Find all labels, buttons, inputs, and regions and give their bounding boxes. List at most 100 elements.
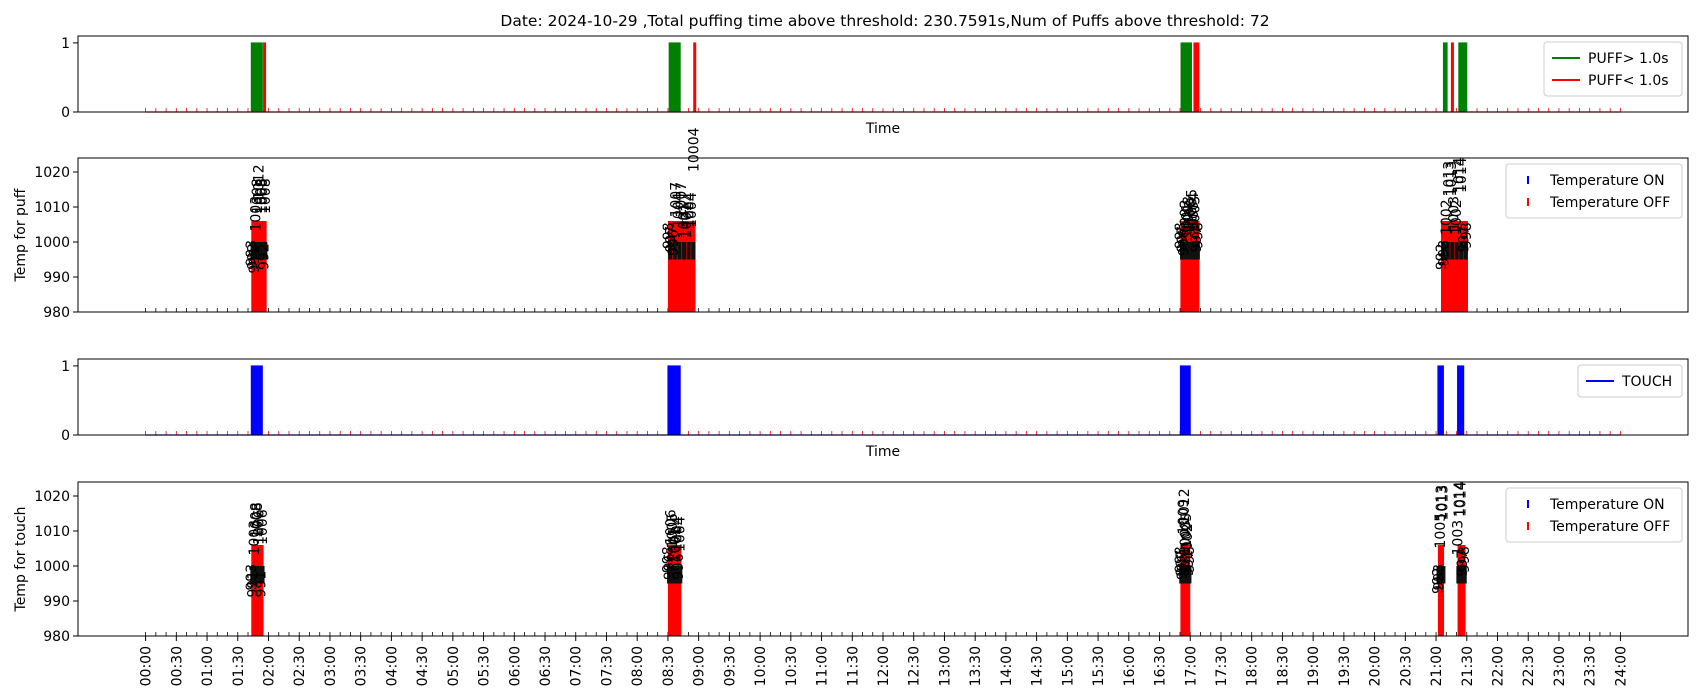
legend-label: PUFF< 1.0s (1588, 73, 1669, 89)
x-tick-label: 16:00 (1122, 646, 1138, 686)
axes-frame (77, 157, 1689, 313)
temperature-marker (250, 242, 255, 260)
temperature-value-label: 1007 (674, 182, 690, 218)
y-axis-label: Temp for puff (13, 188, 29, 282)
x-tick-label: 09:00 (692, 646, 708, 686)
y-axis: 980 990 1000 1010 1020 (34, 489, 78, 645)
temperature-marker (263, 242, 268, 260)
temperature-value-label: 991 (246, 571, 262, 598)
x-tick-label: 02:30 (292, 646, 308, 686)
temperature-off-fill (1437, 545, 1445, 636)
temperature-value-label: 1002 (1439, 199, 1455, 235)
temperature-marker (250, 566, 255, 584)
legend: Temperature ON Temperature OFF (1505, 487, 1683, 543)
temperature-marker (1189, 242, 1194, 260)
temperature-marker (672, 242, 677, 260)
x-tick-label: 11:30 (845, 646, 861, 686)
x-tick-label: 01:00 (200, 646, 216, 686)
x-tick-label: 15:30 (1091, 646, 1107, 686)
touch-pulse (1457, 365, 1465, 436)
puff-long-pulse (1442, 42, 1448, 113)
temperature-marker (1187, 566, 1192, 584)
temperature-marker (676, 566, 681, 584)
x-axis-label: Time (865, 444, 900, 460)
temperature-value-label: 1003 (249, 196, 265, 232)
temperature-value-label: 996 (1176, 229, 1192, 256)
temperature-value-label: 1005 (1179, 513, 1195, 549)
temperature-value-label: 1001 (676, 203, 692, 239)
legend: PUFF> 1.0s PUFF< 1.0s (1543, 41, 1683, 97)
temperature-value-label: 1004 (671, 192, 687, 228)
temperature-value-label: 1005 (665, 513, 681, 549)
x-tick-label: 08:30 (661, 646, 677, 686)
puff-short-pulse (693, 42, 697, 113)
temperature-value-label: 10004 (686, 127, 702, 172)
temperature-value-label: 1008 (249, 502, 265, 538)
x-tick-label: 06:00 (507, 646, 523, 686)
y-tick-label: 990 (43, 594, 70, 610)
puff-long-pulse (250, 42, 263, 113)
touch-pulse (250, 365, 263, 436)
temperature-value-label: 1006 (252, 509, 268, 545)
temperature-value-label: 1005 (1433, 513, 1449, 549)
temperature-marker (1441, 566, 1446, 584)
temperature-value-label: 1003 (247, 520, 263, 556)
temperature-value-label: 1014 (1451, 157, 1467, 193)
y-tick-label: 1020 (34, 165, 70, 181)
temperature-value-label: 1001 (668, 527, 684, 563)
x-tick-label: 07:30 (599, 646, 615, 686)
x-tick-label: 20:00 (1368, 646, 1384, 686)
temperature-value-label: 993 (1432, 564, 1448, 591)
x-tick-label: 11:00 (815, 646, 831, 686)
panel-temp_touch: 9939911003100810081006991100699899610061… (13, 481, 1689, 686)
x-tick-label: 08:00 (630, 646, 646, 686)
panel-temp_puff: 9939929911003100810121008100899210089989… (13, 127, 1689, 321)
x-tick-label: 01:30 (231, 646, 247, 686)
legend-label: PUFF> 1.0s (1588, 51, 1669, 67)
puff-long-pulse (1180, 42, 1192, 113)
y-axis-label: Temp for touch (13, 507, 29, 613)
x-tick-label: 20:30 (1398, 646, 1414, 686)
temperature-value-label: 998 (1191, 222, 1207, 249)
x-tick-label: 21:00 (1429, 646, 1445, 686)
legend-box (1505, 487, 1683, 543)
temperature-value-label: 1014 (1454, 481, 1470, 517)
temperature-value-label: 992 (246, 243, 262, 270)
x-tick-label: 05:00 (446, 646, 462, 686)
temperature-value-label: 998 (1173, 222, 1189, 249)
temperature-value-label: 1008 (255, 178, 271, 214)
temperature-value-label: 998 (661, 546, 677, 573)
x-tick-label: 17:30 (1214, 646, 1230, 686)
temperature-marker (252, 566, 257, 584)
temperature-marker (255, 242, 260, 260)
temperature-off-fill (1180, 545, 1191, 636)
temperature-marker (669, 566, 674, 584)
temperature-marker (256, 566, 261, 584)
legend-label: Temperature ON (1549, 497, 1665, 513)
temperature-value-label: 1001 (667, 527, 683, 563)
temperature-value-label: 1003 (1450, 520, 1466, 556)
temperature-value-label: 997 (1189, 226, 1205, 253)
x-minor-ticks (145, 308, 1621, 312)
x-tick-label: 05:30 (477, 646, 493, 686)
temperature-marker (253, 242, 258, 260)
legend-box (1505, 163, 1683, 219)
y-tick-label: 1000 (34, 559, 70, 575)
temperature-value-label: 993 (1437, 240, 1453, 267)
temperature-value-label: 998 (661, 222, 677, 249)
temperature-value-label: 997 (1174, 550, 1190, 577)
x-minor-ticks (145, 632, 1621, 636)
y-tick-label: 980 (43, 305, 70, 321)
temperature-marker (258, 242, 263, 260)
temperature-value-label: 1001 (679, 203, 695, 239)
temperature-marker (260, 566, 265, 584)
temperature-value-label: 1002 (1449, 199, 1465, 235)
x-tick-label: 21:30 (1460, 646, 1476, 686)
